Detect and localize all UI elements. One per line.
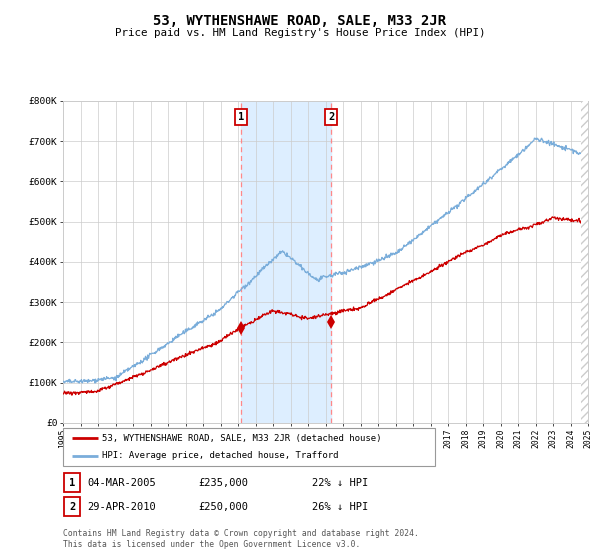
Bar [241,101,331,423]
Text: 22% ↓ HPI: 22% ↓ HPI [312,478,368,488]
FancyBboxPatch shape [64,497,80,516]
Text: 29-APR-2010: 29-APR-2010 [87,502,156,512]
Text: 26% ↓ HPI: 26% ↓ HPI [312,502,368,512]
Text: 1: 1 [238,112,244,122]
Text: 53, WYTHENSHAWE ROAD, SALE, M33 2JR (detached house): 53, WYTHENSHAWE ROAD, SALE, M33 2JR (det… [102,433,382,442]
Text: HPI: Average price, detached house, Trafford: HPI: Average price, detached house, Traf… [102,451,338,460]
Text: Price paid vs. HM Land Registry's House Price Index (HPI): Price paid vs. HM Land Registry's House … [115,28,485,38]
Bar [581,101,588,423]
Text: 53, WYTHENSHAWE ROAD, SALE, M33 2JR: 53, WYTHENSHAWE ROAD, SALE, M33 2JR [154,14,446,28]
Text: Contains HM Land Registry data © Crown copyright and database right 2024.
This d: Contains HM Land Registry data © Crown c… [63,529,419,549]
Text: 04-MAR-2005: 04-MAR-2005 [87,478,156,488]
Text: 2: 2 [69,502,75,512]
Text: £250,000: £250,000 [198,502,248,512]
Text: 2: 2 [328,112,334,122]
FancyBboxPatch shape [63,428,435,466]
Text: 1: 1 [69,478,75,488]
FancyBboxPatch shape [64,473,80,492]
Text: £235,000: £235,000 [198,478,248,488]
